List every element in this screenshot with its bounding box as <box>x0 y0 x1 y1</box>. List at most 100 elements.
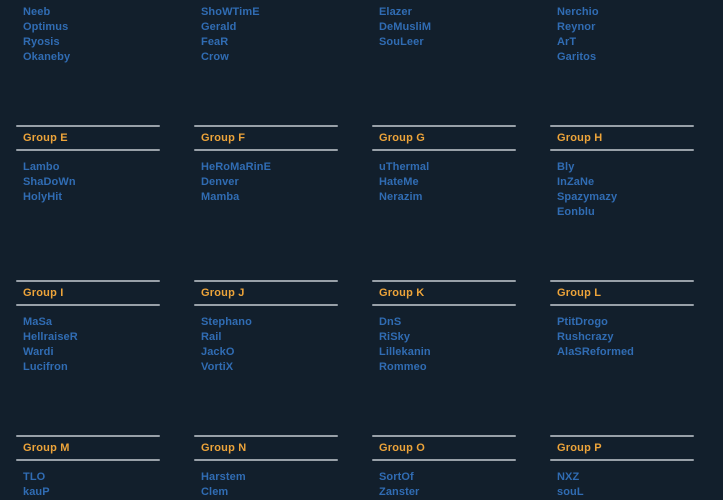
player-link[interactable]: Eonblu <box>557 206 595 218</box>
player-link[interactable]: SouLeer <box>379 36 424 48</box>
player-link[interactable]: RiSky <box>379 331 411 343</box>
player-link[interactable]: MaSa <box>23 316 53 328</box>
group-block: Group P NXZ souL <box>550 435 694 500</box>
divider-line <box>372 125 516 127</box>
player-list: uThermal HateMe Nerazim <box>372 151 516 205</box>
player-link[interactable]: Neeb <box>23 6 51 18</box>
player-link[interactable]: Lucifron <box>23 361 68 373</box>
player-link[interactable]: Stephano <box>201 316 252 328</box>
divider-line <box>194 149 338 151</box>
player-link[interactable]: InZaNe <box>557 176 595 188</box>
group-header: Group L <box>557 287 602 299</box>
divider-line <box>16 125 160 127</box>
divider-line <box>550 125 694 127</box>
divider-line <box>550 459 694 461</box>
player-link[interactable]: Harstem <box>201 471 246 483</box>
group-block: ShoWTimE Gerald FeaR Crow <box>194 0 338 65</box>
player-link[interactable]: Gerald <box>201 21 237 33</box>
player-link[interactable]: Lillekanin <box>379 346 431 358</box>
player-link[interactable]: TLO <box>23 471 46 483</box>
divider-line <box>550 304 694 306</box>
player-link[interactable]: Mamba <box>201 191 240 203</box>
player-link[interactable]: HeRoMaRinE <box>201 161 272 173</box>
player-link[interactable]: FeaR <box>201 36 229 48</box>
player-link[interactable]: souL <box>557 486 584 498</box>
divider-line <box>16 435 160 437</box>
player-list: Nerchio Reynor ArT Garitos <box>550 0 694 65</box>
divider-line <box>372 304 516 306</box>
group-header: Group K <box>379 287 425 299</box>
group-header: Group F <box>201 132 246 144</box>
player-list: Elazer DeMusliM SouLeer <box>372 0 516 50</box>
player-link[interactable]: Lambo <box>23 161 60 173</box>
player-list: TLO kauP <box>16 461 160 500</box>
player-list: Harstem Clem <box>194 461 338 500</box>
player-list: ShoWTimE Gerald FeaR Crow <box>194 0 338 65</box>
group-header: Group N <box>201 442 247 454</box>
player-link[interactable]: Rommeo <box>379 361 427 373</box>
player-link[interactable]: VortiX <box>201 361 234 373</box>
player-list: PtitDrogo Rushcrazy AlaSReformed <box>550 306 694 360</box>
player-link[interactable]: Reynor <box>557 21 596 33</box>
group-header: Group I <box>23 287 64 299</box>
group-block: Neeb Optimus Ryosis Okaneby <box>16 0 160 65</box>
player-link[interactable]: DnS <box>379 316 402 328</box>
player-link[interactable]: uThermal <box>379 161 430 173</box>
divider-line <box>372 459 516 461</box>
divider-line <box>194 304 338 306</box>
group-block: Group F HeRoMaRinE Denver Mamba <box>194 125 338 205</box>
player-link[interactable]: ArT <box>557 36 577 48</box>
divider-line <box>16 459 160 461</box>
divider-line <box>194 125 338 127</box>
group-block: Group I MaSa HellraiseR Wardi Lucifron <box>16 280 160 375</box>
player-list: Stephano Rail JackO VortiX <box>194 306 338 375</box>
divider-line <box>194 280 338 282</box>
player-link[interactable]: JackO <box>201 346 235 358</box>
group-header: Group G <box>379 132 426 144</box>
player-link[interactable]: Zanster <box>379 486 420 498</box>
group-block: Group H Bly InZaNe Spazymazy Eonblu <box>550 125 694 220</box>
player-link[interactable]: Nerazim <box>379 191 423 203</box>
player-link[interactable]: Optimus <box>23 21 69 33</box>
player-link[interactable]: SortOf <box>379 471 414 483</box>
player-link[interactable]: NXZ <box>557 471 580 483</box>
player-link[interactable]: Denver <box>201 176 239 188</box>
divider-line <box>16 149 160 151</box>
divider-line <box>550 280 694 282</box>
divider-line <box>194 459 338 461</box>
player-link[interactable]: Nerchio <box>557 6 599 18</box>
divider-line <box>194 435 338 437</box>
player-link[interactable]: Crow <box>201 51 229 63</box>
group-block: Group M TLO kauP <box>16 435 160 500</box>
group-block: Group O SortOf Zanster <box>372 435 516 500</box>
player-link[interactable]: Rushcrazy <box>557 331 614 343</box>
player-link[interactable]: HellraiseR <box>23 331 78 343</box>
player-link[interactable]: Okaneby <box>23 51 71 63</box>
group-header: Group O <box>379 442 426 454</box>
player-link[interactable]: Bly <box>557 161 575 173</box>
group-header: Group H <box>557 132 603 144</box>
player-link[interactable]: DeMusliM <box>379 21 432 33</box>
player-link[interactable]: kauP <box>23 486 50 498</box>
player-link[interactable]: Rail <box>201 331 222 343</box>
player-list: Neeb Optimus Ryosis Okaneby <box>16 0 160 65</box>
player-link[interactable]: Garitos <box>557 51 597 63</box>
player-link[interactable]: AlaSReformed <box>557 346 634 358</box>
player-link[interactable]: HateMe <box>379 176 419 188</box>
player-link[interactable]: Wardi <box>23 346 54 358</box>
group-header: Group P <box>557 442 602 454</box>
player-link[interactable]: Elazer <box>379 6 413 18</box>
player-link[interactable]: Clem <box>201 486 229 498</box>
player-link[interactable]: PtitDrogo <box>557 316 609 328</box>
player-link[interactable]: Spazymazy <box>557 191 618 203</box>
player-link[interactable]: Ryosis <box>23 36 60 48</box>
player-link[interactable]: ShoWTimE <box>201 6 260 18</box>
divider-line <box>16 280 160 282</box>
player-list: MaSa HellraiseR Wardi Lucifron <box>16 306 160 375</box>
divider-line <box>372 435 516 437</box>
player-link[interactable]: HolyHit <box>23 191 63 203</box>
player-link[interactable]: ShaDoWn <box>23 176 76 188</box>
player-list: NXZ souL <box>550 461 694 500</box>
player-list: DnS RiSky Lillekanin Rommeo <box>372 306 516 375</box>
